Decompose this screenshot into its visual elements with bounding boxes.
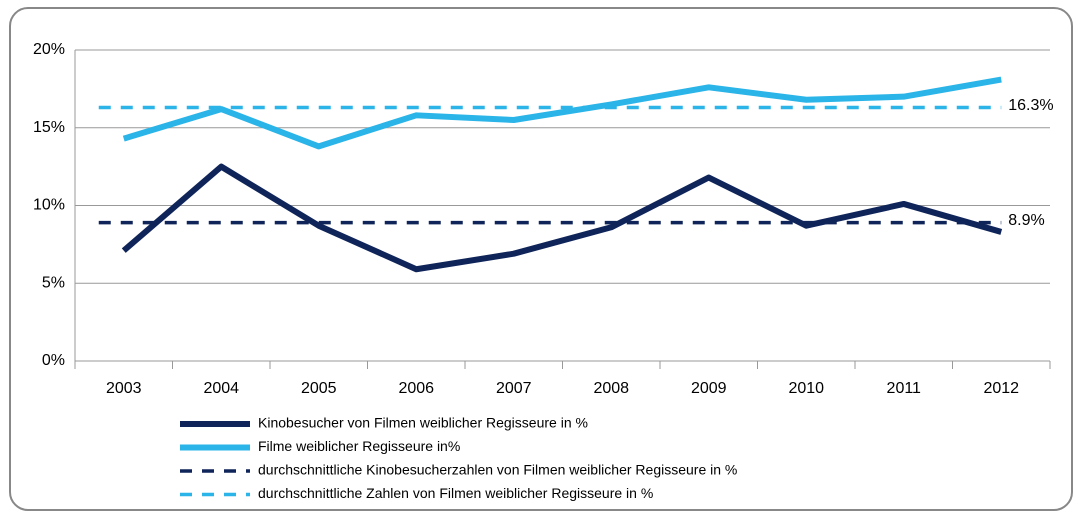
x-tick-label: 2007 [496, 380, 532, 397]
x-tick-label: 2004 [203, 380, 239, 397]
x-tick-label: 2005 [301, 380, 337, 397]
series-line [121, 163, 1003, 273]
y-tick-label: 20% [33, 41, 65, 58]
x-tick-label: 2010 [788, 380, 824, 397]
chart-border [9, 7, 1073, 511]
x-tick-label: 2003 [106, 380, 142, 397]
x-tick-label: 2011 [887, 380, 922, 397]
legend-label: durchschnittliche Kinobesucherzahlen von… [258, 462, 737, 478]
x-tick-label: 2009 [691, 380, 727, 397]
legend-label: Filme weiblicher Regisseure in% [258, 438, 460, 454]
series-line [122, 76, 1002, 150]
value-label: 16.3% [1008, 97, 1053, 114]
y-tick-label: 0% [42, 352, 65, 369]
x-tick-label: 2008 [593, 380, 629, 397]
value-label: 8.9% [1008, 212, 1044, 229]
x-tick-label: 2006 [398, 380, 434, 397]
x-tick-label: 2012 [983, 380, 1019, 397]
y-tick-label: 15% [33, 119, 65, 136]
legend-label: durchschnittliche Zahlen von Filmen weib… [258, 485, 653, 501]
y-tick-label: 10% [33, 197, 65, 214]
legend-label: Kinobesucher von Filmen weiblicher Regis… [258, 415, 588, 431]
y-tick-label: 5% [42, 274, 65, 291]
